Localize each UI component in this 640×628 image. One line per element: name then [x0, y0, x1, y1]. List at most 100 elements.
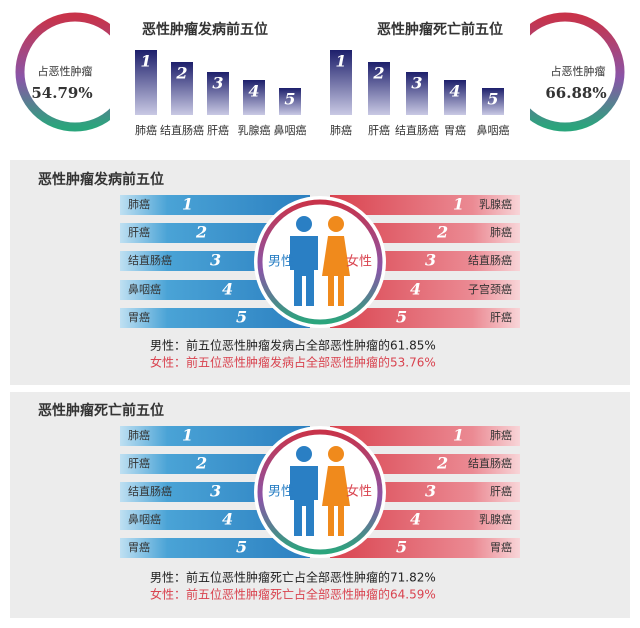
cancer-label: 肺癌: [135, 123, 157, 137]
rank-number: 5: [396, 308, 407, 327]
male-bar: [120, 426, 310, 446]
rank-number: 3: [212, 74, 223, 93]
chart-title: 恶性肿瘤死亡前五位: [377, 21, 503, 38]
male-bar: [120, 538, 310, 558]
panel-title: 恶性肿瘤死亡前五位: [38, 402, 164, 419]
female-body: [322, 236, 350, 306]
cancer-label: 肝癌: [368, 123, 390, 137]
male-cancer: 鼻咽癌: [128, 282, 161, 296]
rank-bar: [279, 88, 301, 115]
cancer-label: 结直肠癌: [395, 123, 439, 137]
rank-number: 3: [425, 251, 436, 270]
rank-number: 4: [449, 82, 460, 101]
female-cancer: 结直肠癌: [468, 456, 512, 470]
male-label: 男性: [268, 485, 294, 500]
chart-title: 恶性肿瘤发病前五位: [142, 21, 268, 38]
male-bar: [120, 308, 310, 328]
rank-bar: [243, 80, 265, 115]
rank-number: 5: [236, 538, 247, 557]
rank-number: 2: [195, 223, 207, 242]
female-summary: 女性：前五位恶性肿瘤死亡占全部恶性肿瘤的64.59%: [150, 587, 436, 602]
rank-number: 2: [195, 454, 207, 473]
rank-number: 2: [436, 223, 448, 242]
ring-label: 占恶性肿瘤: [38, 64, 93, 78]
female-cancer: 结直肠癌: [468, 253, 512, 267]
female-cancer: 胃癌: [490, 540, 512, 554]
cancer-label: 肺癌: [330, 123, 352, 137]
rank-number: 1: [453, 195, 464, 214]
rank-number: 1: [335, 52, 346, 71]
ring-value: 66.88%: [545, 84, 606, 102]
cancer-label: 结直肠癌: [160, 123, 204, 137]
female-label: 女性: [346, 254, 372, 270]
rank-bar: [330, 50, 352, 115]
male-cancer: 肺癌: [128, 428, 150, 442]
rank-number: 5: [487, 90, 498, 109]
female-body: [322, 466, 350, 536]
rank-bar: [444, 80, 466, 115]
rank-number: 2: [436, 454, 448, 473]
rank-number: 4: [248, 82, 259, 101]
rank-bar: [207, 72, 229, 115]
male-label: 男性: [268, 255, 294, 270]
rank-number: 1: [182, 195, 193, 214]
male-cancer: 结直肠癌: [128, 253, 172, 267]
cancer-label: 鼻咽癌: [477, 123, 510, 137]
rank-bar: [135, 50, 157, 115]
male-cancer: 胃癌: [128, 310, 150, 324]
male-cancer: 肺癌: [128, 197, 150, 211]
rank-number: 5: [236, 308, 247, 327]
female-cancer: 乳腺癌: [479, 512, 512, 526]
male-bar: [120, 195, 310, 215]
rank-number: 4: [222, 280, 233, 299]
cancer-label: 肝癌: [207, 123, 229, 137]
male-cancer: 鼻咽癌: [128, 512, 161, 526]
female-head: [328, 216, 344, 232]
female-bar: [330, 308, 520, 328]
cancer-label: 鼻咽癌: [274, 123, 307, 137]
female-cancer: 乳腺癌: [479, 197, 512, 211]
rank-bar: [482, 88, 504, 115]
female-summary: 女性：前五位恶性肿瘤发病占全部恶性肿瘤的53.76%: [150, 355, 436, 370]
rank-number: 3: [210, 251, 221, 270]
cancer-label: 胃癌: [444, 123, 466, 137]
rank-number: 2: [175, 64, 187, 83]
rank-number: 5: [284, 90, 295, 109]
center-ring: [257, 429, 383, 555]
male-head: [296, 216, 312, 232]
female-cancer: 肺癌: [490, 428, 512, 442]
female-cancer: 肺癌: [490, 225, 512, 239]
male-body: [290, 466, 318, 536]
rank-number: 5: [396, 538, 407, 557]
panel-title: 恶性肿瘤发病前五位: [38, 171, 164, 188]
center-ring: [257, 199, 383, 325]
rank-number: 3: [425, 482, 436, 501]
ring-label: 占恶性肿瘤: [551, 64, 606, 78]
female-head: [328, 446, 344, 462]
male-cancer: 肝癌: [128, 225, 150, 239]
rank-bar: [406, 72, 428, 115]
male-summary: 男性：前五位恶性肿瘤发病占全部恶性肿瘤的61.85%: [150, 338, 436, 353]
rank-number: 1: [182, 426, 193, 445]
male-head: [296, 446, 312, 462]
rank-number: 3: [210, 482, 221, 501]
male-summary: 男性：前五位恶性肿瘤死亡占全部恶性肿瘤的71.82%: [150, 570, 436, 585]
rank-number: 1: [140, 52, 151, 71]
female-bar: [330, 538, 520, 558]
rank-number: 4: [410, 280, 421, 299]
rank-number: 4: [222, 510, 233, 529]
male-body: [290, 236, 318, 306]
rank-number: 1: [453, 426, 464, 445]
male-cancer: 肝癌: [128, 456, 150, 470]
ring-value: 54.79%: [31, 84, 92, 102]
rank-number: 3: [411, 74, 422, 93]
rank-number: 4: [410, 510, 421, 529]
male-cancer: 结直肠癌: [128, 484, 172, 498]
center-disc: [254, 426, 386, 558]
female-label: 女性: [346, 484, 372, 500]
female-cancer: 子宫颈癌: [468, 282, 512, 296]
female-cancer: 肝癌: [490, 484, 512, 498]
rank-number: 2: [372, 64, 384, 83]
